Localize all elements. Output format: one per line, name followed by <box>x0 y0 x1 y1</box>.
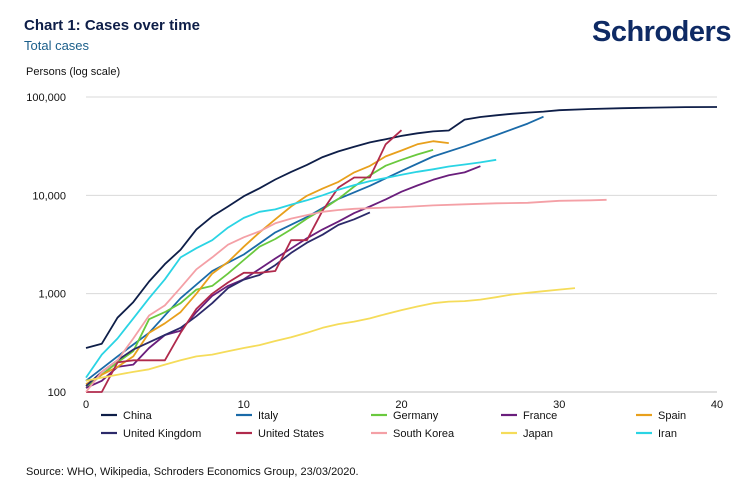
legend-label-south-korea: South Korea <box>393 428 455 440</box>
series-line-germany <box>85 149 434 389</box>
series-line-iran <box>85 158 497 379</box>
legend-label-iran: Iran <box>658 428 677 440</box>
y-tick-label: 100 <box>48 387 66 399</box>
x-tick-label: 30 <box>553 399 565 411</box>
series-line-spain <box>85 140 449 385</box>
series-line-italy <box>85 115 544 382</box>
legend-label-japan: Japan <box>523 428 553 440</box>
legend: China Italy Germany France Spain United Kingd… <box>101 410 686 440</box>
series-line-china <box>85 106 718 349</box>
chart-title: Chart 1: Cases over time <box>24 17 200 34</box>
legend-label-germany: Germany <box>393 410 439 422</box>
y-axis-label: Persons (log scale) <box>26 66 121 78</box>
y-tick-label: 100,000 <box>26 92 66 104</box>
y-tick-label: 1,000 <box>38 289 66 301</box>
legend-label-italy: Italy <box>258 410 279 422</box>
legend-label-united-states: United States <box>258 428 325 440</box>
series-line-france <box>85 165 481 389</box>
x-tick-label: 20 <box>395 399 407 411</box>
gridlines <box>86 96 717 393</box>
x-tick-label: 10 <box>238 399 250 411</box>
x-tick-label: 40 <box>711 399 723 411</box>
legend-label-france: France <box>523 410 557 422</box>
y-tick-labels: 100 1,000 10,000 100,000 <box>26 92 66 399</box>
y-tick-label: 10,000 <box>32 190 66 202</box>
series-lines <box>85 106 718 393</box>
legend-label-china: China <box>123 410 153 422</box>
series-line-united-states <box>86 129 403 393</box>
series-line-united-kingdom <box>85 211 371 387</box>
series-line-south-korea <box>85 198 607 393</box>
chart-subtitle: Total cases <box>24 38 90 53</box>
x-tick-labels: 0 10 20 30 40 <box>83 399 723 411</box>
brand-logo: Schroders <box>592 16 731 48</box>
x-tick-label: 0 <box>83 399 89 411</box>
legend-label-spain: Spain <box>658 410 686 422</box>
source-note: Source: WHO, Wikipedia, Schroders Econom… <box>26 466 359 478</box>
legend-label-united-kingdom: United Kingdom <box>123 428 201 440</box>
series-line-japan <box>85 287 576 382</box>
